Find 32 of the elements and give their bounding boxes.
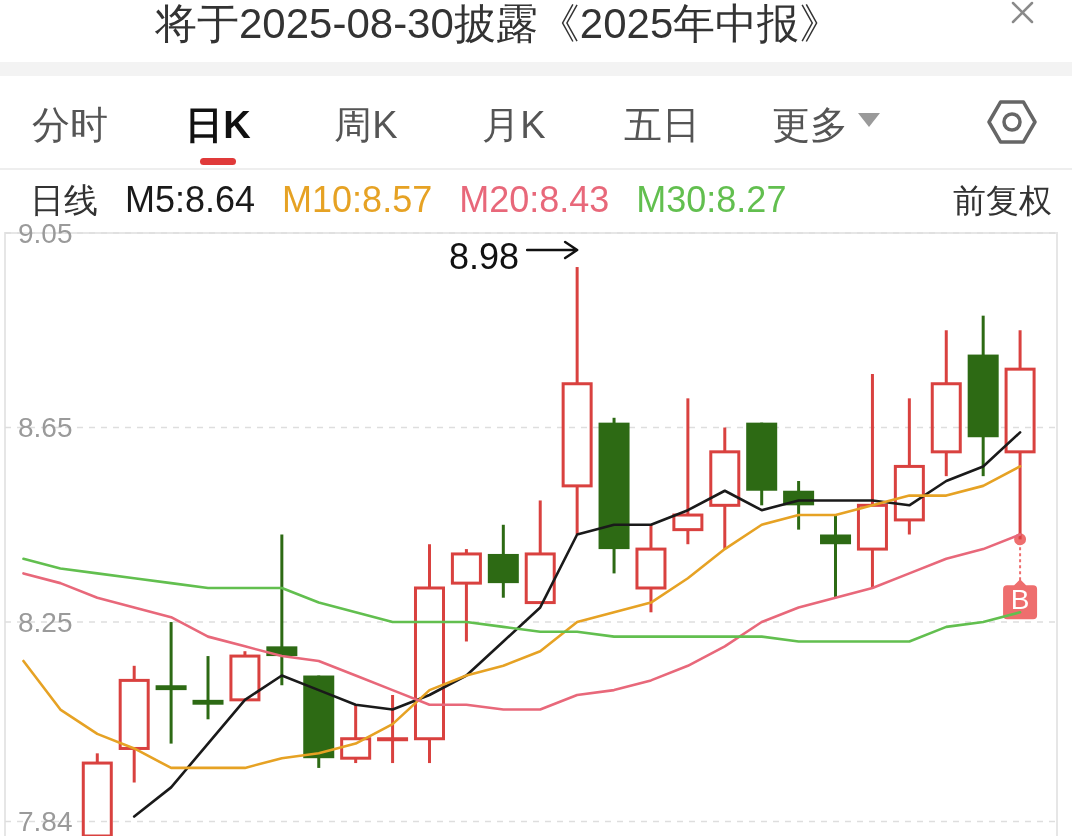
y-tick-label: 8.65 [18, 412, 73, 444]
annotation: B [1010, 584, 1030, 616]
annotation: 8.98 [449, 236, 520, 278]
text: 日K [185, 104, 252, 146]
text: M20:8.43 [459, 179, 610, 220]
text: 将于2025-08-30披露《2025年中报》 [154, 0, 842, 47]
candlestick [635, 524, 667, 613]
y-tick-label: 7.84 [18, 805, 73, 836]
text: 分时 [32, 104, 108, 146]
candlestick [155, 622, 187, 744]
text: M30:8.27 [636, 179, 787, 220]
candlestick [413, 544, 445, 765]
candlestick [820, 515, 852, 598]
candlestick [856, 374, 888, 588]
candlestick [377, 694, 409, 765]
legend-title: 日线 [30, 181, 98, 219]
candlestick [561, 267, 593, 535]
y-tick-label: 9.05 [18, 217, 73, 249]
text: 前复权 [953, 182, 1052, 219]
text: 周K [334, 104, 398, 146]
text: 月K [482, 104, 546, 146]
text: 更多 [772, 104, 848, 146]
candlestick [192, 656, 224, 720]
candlestick [893, 398, 925, 535]
candlestick [81, 753, 113, 836]
text: 五日 [624, 104, 700, 146]
text: M5:8.64 [125, 179, 256, 220]
candlestick [930, 330, 962, 478]
candlestick [524, 500, 556, 605]
y-tick-label: 8.25 [18, 606, 73, 638]
candlestick [709, 427, 741, 550]
text: M10:8.57 [282, 179, 433, 220]
